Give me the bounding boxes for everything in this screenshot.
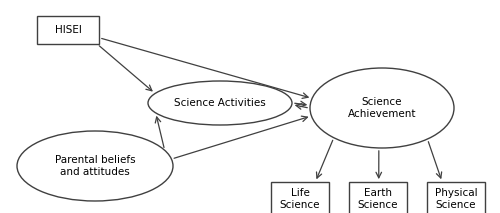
FancyBboxPatch shape xyxy=(37,16,99,44)
FancyBboxPatch shape xyxy=(349,182,407,213)
FancyBboxPatch shape xyxy=(427,182,485,213)
Text: Parental beliefs
and attitudes: Parental beliefs and attitudes xyxy=(54,155,136,177)
Ellipse shape xyxy=(148,81,292,125)
FancyBboxPatch shape xyxy=(271,182,329,213)
Ellipse shape xyxy=(17,131,173,201)
Text: Life
Science: Life Science xyxy=(280,188,320,210)
Text: Science
Achievement: Science Achievement xyxy=(348,97,416,119)
Text: Earth
Science: Earth Science xyxy=(358,188,398,210)
Text: HISEI: HISEI xyxy=(54,25,82,35)
Text: Physical
Science: Physical Science xyxy=(434,188,478,210)
Ellipse shape xyxy=(310,68,454,148)
Text: Science Activities: Science Activities xyxy=(174,98,266,108)
